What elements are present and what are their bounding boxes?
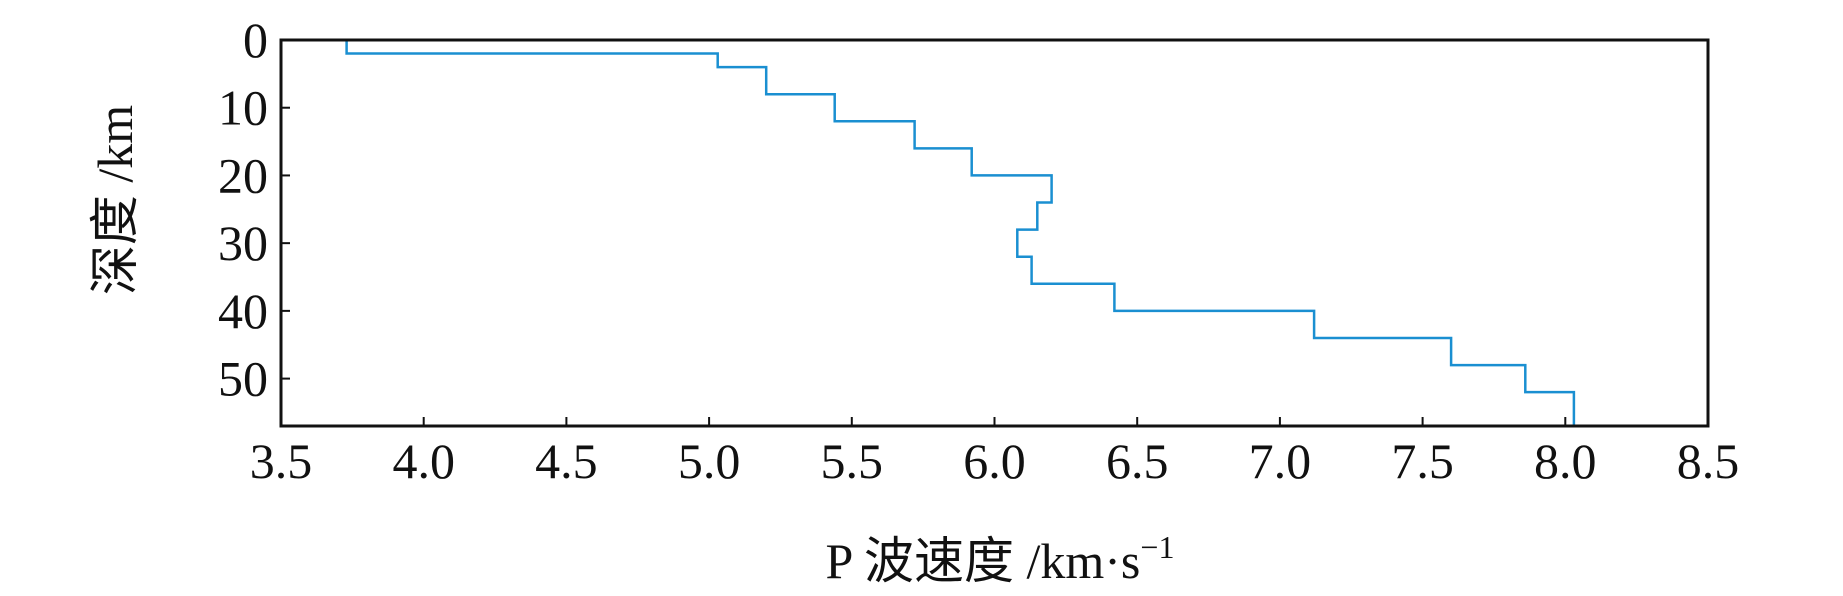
x-tick-label: 3.5	[250, 433, 313, 489]
y-tick-label: 0	[243, 12, 268, 68]
x-tick-label: 5.5	[821, 433, 884, 489]
x-tick-label: 8.5	[1677, 433, 1740, 489]
y-tick-label: 40	[218, 283, 268, 339]
y-tick-label: 10	[218, 80, 268, 136]
y-tick-label: 50	[218, 351, 268, 407]
x-tick-label: 5.0	[678, 433, 741, 489]
y-tick-label: 20	[218, 147, 268, 203]
y-tick-label: 30	[218, 215, 268, 271]
x-axis-title-main: P 波速度 /km·s	[826, 533, 1141, 589]
y-tick-labels: 0 10 20 30 40 50	[218, 12, 268, 407]
x-tick-label: 4.0	[392, 433, 455, 489]
x-tick-label: 6.0	[963, 433, 1026, 489]
x-axis-title-exponent: −1	[1140, 529, 1174, 565]
x-axis-title: P 波速度 /km·s−1	[826, 529, 1175, 589]
velocity-profile-line	[345, 40, 1576, 426]
x-tick-label: 8.0	[1534, 433, 1597, 489]
y-axis-title: 深度 /km	[87, 105, 143, 295]
x-tick-label: 7.5	[1391, 433, 1454, 489]
tick-marks	[280, 39, 1709, 426]
plot-frame	[279, 38, 1710, 428]
x-tick-labels: 3.5 4.0 4.5 5.0 5.5 6.0 6.5 7.0 7.5 8.0 8.5	[250, 433, 1740, 489]
x-tick-label: 7.0	[1249, 433, 1312, 489]
x-tick-label: 4.5	[535, 433, 598, 489]
x-tick-label: 6.5	[1106, 433, 1169, 489]
